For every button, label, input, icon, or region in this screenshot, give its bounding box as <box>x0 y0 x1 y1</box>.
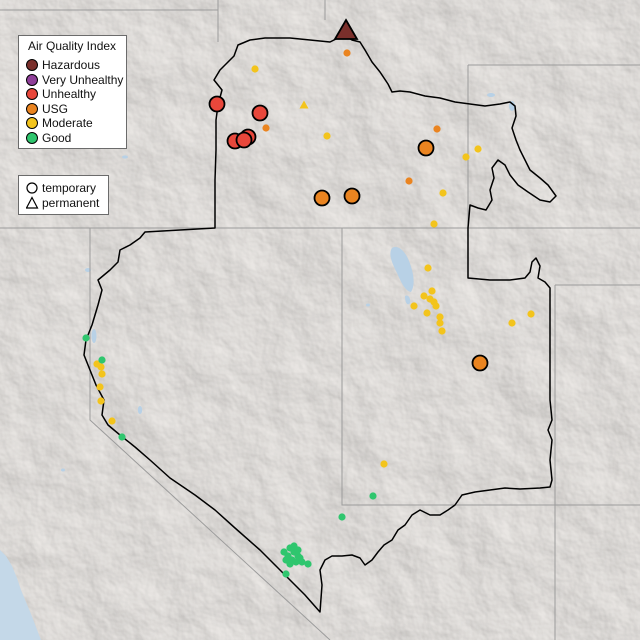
aqi-marker-sensor-moderate <box>430 220 438 228</box>
aqi-marker-sensor-good <box>304 560 312 568</box>
legend-label: Hazardous <box>42 58 101 72</box>
very-unhealthy-swatch <box>26 74 38 86</box>
lake <box>91 329 97 343</box>
ocean <box>0 550 41 640</box>
state-line <box>89 228 331 640</box>
legend-label: permanent <box>42 196 100 210</box>
aqi-marker-sensor-good <box>369 492 377 500</box>
good-swatch <box>26 132 38 144</box>
aqi-marker-sensor-moderate <box>508 319 516 327</box>
aqi-marker-sensor-moderate <box>438 327 446 335</box>
aqi-marker-sensor-good <box>294 546 302 554</box>
aqi-marker-permanent-hazardous <box>333 18 359 40</box>
lake <box>509 101 515 111</box>
legend-label: Moderate <box>42 116 93 130</box>
aqi-marker-temporary-usg <box>471 354 489 372</box>
aqi-marker-sensor-moderate <box>474 145 482 153</box>
lake <box>366 303 370 307</box>
aqi-marker-temporary-unhealthy <box>208 95 226 113</box>
aqi-marker-sensor-moderate <box>423 309 431 317</box>
aqi-marker-sensor-good <box>298 558 306 566</box>
aqi-marker-sensor-good <box>286 560 294 568</box>
legend-title: Air Quality Index <box>28 39 117 53</box>
aqi-marker-sensor-moderate <box>527 310 535 318</box>
aqi-marker-sensor-good <box>338 513 346 521</box>
aqi-marker-sensor-good <box>82 334 90 342</box>
aqi-marker-sensor-usg <box>405 177 413 185</box>
aqi-marker-sensor-moderate <box>97 363 105 371</box>
aqi-marker-temporary-usg <box>313 189 331 207</box>
aqi-marker-sensor-moderate <box>436 313 444 321</box>
aqi-marker-sensor-moderate <box>439 189 447 197</box>
shape-legend: temporary permanent <box>18 175 109 215</box>
hazardous-swatch <box>26 59 38 71</box>
aqi-marker-sensor-usg <box>262 124 270 132</box>
aqi-marker-sensor-moderate <box>380 460 388 468</box>
lake <box>487 93 495 97</box>
aqi-marker-sensor-moderate <box>108 417 116 425</box>
aqi-marker-sensor-moderate <box>428 287 436 295</box>
lake <box>122 155 128 159</box>
aqi-marker-sensor-moderate <box>432 302 440 310</box>
lake <box>137 406 143 414</box>
aqi-marker-sensor-good <box>280 548 288 556</box>
aqi-marker-temporary-unhealthy <box>251 104 269 122</box>
legend-label: Good <box>42 131 72 145</box>
unhealthy-swatch <box>26 88 38 100</box>
aqi-marker-sensor-moderate <box>98 370 106 378</box>
aqi-marker-sensor-good <box>98 356 106 364</box>
region-outline <box>83 35 557 613</box>
aqi-marker-sensor-moderate <box>410 302 418 310</box>
aqi-markers <box>82 18 535 578</box>
aqi-marker-sensor-moderate <box>323 132 331 140</box>
lake <box>405 295 411 305</box>
aqi-marker-temporary-usg <box>417 139 435 157</box>
aqi-marker-sensor-moderate <box>96 383 104 391</box>
legend-label: USG <box>42 102 69 116</box>
aqi-marker-sensor-good <box>282 570 290 578</box>
aqi-marker-sensor-usg <box>343 49 351 57</box>
lake <box>61 468 65 472</box>
aqi-marker-temporary-usg <box>343 187 361 205</box>
state-line <box>341 228 640 506</box>
usg-swatch <box>26 103 38 115</box>
legend-label: Very Unhealthy <box>42 73 124 87</box>
legend-label: temporary <box>42 181 97 195</box>
aqi-marker-permanent-sensor-moderate <box>299 100 309 109</box>
aqi-marker-sensor-moderate <box>462 153 470 161</box>
great-salt-lake <box>390 247 414 292</box>
aqi-marker-sensor-usg <box>433 125 441 133</box>
aqi-marker-sensor-good <box>118 433 126 441</box>
aqi-marker-sensor-moderate <box>424 264 432 272</box>
aqi-marker-sensor-moderate <box>251 65 259 73</box>
aqi-marker-sensor-moderate <box>420 292 428 300</box>
aqi-marker-sensor-moderate <box>436 319 444 327</box>
moderate-swatch <box>26 117 38 129</box>
circle-icon <box>26 182 38 194</box>
aqi-marker-temporary-unhealthy <box>235 131 253 149</box>
legend-label: Unhealthy <box>42 87 97 101</box>
triangle-icon <box>26 196 39 209</box>
aqi-legend: Air Quality Index Hazardous Very Unhealt… <box>18 35 127 149</box>
aqi-marker-sensor-moderate <box>97 397 105 405</box>
